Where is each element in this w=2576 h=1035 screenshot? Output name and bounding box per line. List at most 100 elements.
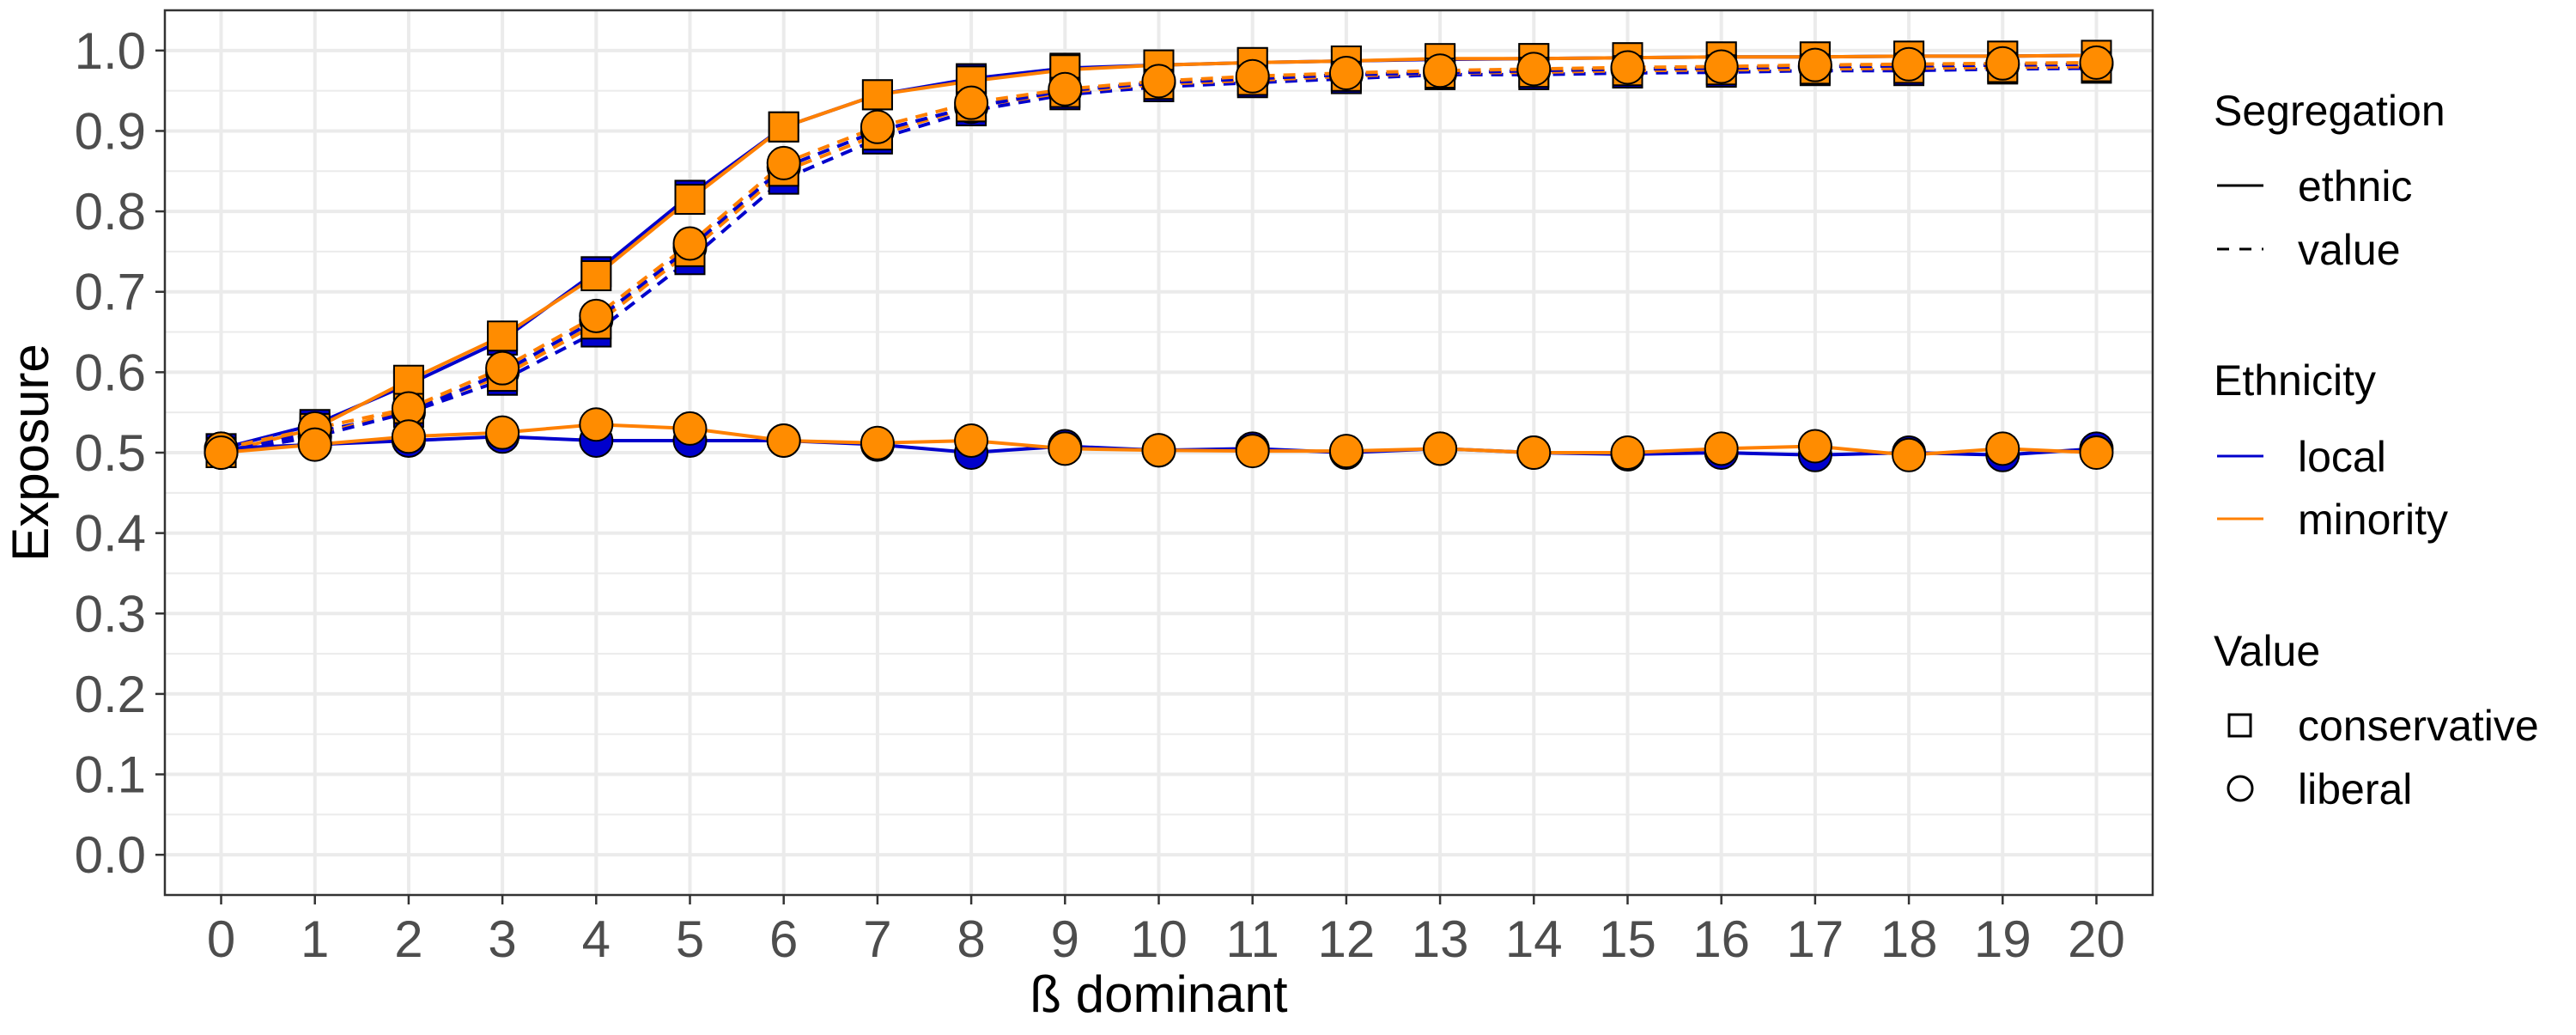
data-point-ethnic-minority-liberal <box>1704 431 1739 466</box>
data-point-ethnic-minority-conservative <box>392 364 424 396</box>
data-point-ethnic-minority-liberal <box>297 427 332 462</box>
legend-label-local: local <box>2298 433 2386 481</box>
y-tick-label: 0.9 <box>75 102 146 160</box>
x-tick-label: 4 <box>582 910 611 968</box>
axis-layer: 0.00.10.20.30.40.50.60.70.80.91.00 1 2 3 4 5 6… <box>75 22 2125 968</box>
legend-value: Value conservative liberal <box>2214 627 2539 813</box>
data-point-value-minority-liberal <box>579 298 614 333</box>
data-point-ethnic-minority-liberal <box>766 423 801 458</box>
data-point-ethnic-minority-liberal <box>1985 431 2020 466</box>
x-tick-label: 17 <box>1787 910 1844 968</box>
data-point-ethnic-minority-liberal <box>1328 434 1364 469</box>
data-point-ethnic-minority-liberal <box>204 435 239 470</box>
legend: Segregation ethnic value Ethnicity local… <box>2214 87 2539 813</box>
y-tick-label: 0.2 <box>75 666 146 723</box>
data-point-value-minority-liberal <box>1797 47 1832 82</box>
x-tick-label: 9 <box>1051 910 1079 968</box>
y-tick-label: 0.3 <box>75 585 146 642</box>
data-point-ethnic-minority-conservative <box>580 260 612 291</box>
data-point-value-minority-liberal <box>1985 46 2020 81</box>
x-tick-label: 8 <box>957 910 985 968</box>
series-line-value-minority-liberal <box>221 60 2097 451</box>
data-point-ethnic-minority-liberal <box>1797 429 1832 464</box>
data-point-value-minority-liberal <box>1141 64 1176 99</box>
data-point-value-minority-liberal <box>1892 46 1927 82</box>
data-point-value-minority-liberal <box>1610 50 1645 85</box>
y-tick-label: 0.8 <box>75 183 146 240</box>
series-layer <box>221 53 2097 457</box>
data-point-ethnic-minority-liberal <box>391 419 426 454</box>
grid-layer <box>165 10 2153 895</box>
data-point-ethnic-minority-liberal <box>1610 435 1645 470</box>
data-point-value-minority-liberal <box>672 226 708 261</box>
x-tick-label: 5 <box>676 910 704 968</box>
x-tick-label: 10 <box>1130 910 1188 968</box>
legend-value-title: Value <box>2214 627 2320 675</box>
x-tick-label: 3 <box>488 910 516 968</box>
legend-ethnicity: Ethnicity local minority <box>2214 356 2448 544</box>
x-tick-label: 16 <box>1692 910 1750 968</box>
data-point-ethnic-minority-liberal <box>954 423 989 458</box>
x-tick-label: 19 <box>1974 910 2032 968</box>
legend-segregation: Segregation ethnic value <box>2214 87 2445 274</box>
data-point-value-minority-liberal <box>2079 45 2114 80</box>
data-point-ethnic-minority-liberal <box>1141 433 1176 468</box>
legend-key-square-icon <box>2227 713 2252 738</box>
legend-label-liberal: liberal <box>2298 765 2412 813</box>
data-point-ethnic-minority-liberal <box>485 415 520 450</box>
data-point-ethnic-minority-liberal <box>672 411 708 446</box>
x-tick-label: 11 <box>1226 910 1279 968</box>
data-point-value-minority-liberal <box>954 85 989 120</box>
data-point-value-minority-liberal <box>766 145 801 180</box>
x-tick-label: 6 <box>769 910 798 968</box>
data-point-value-minority-liberal <box>1423 53 1458 88</box>
y-tick-label: 0.1 <box>75 746 146 804</box>
legend-ethnicity-title: Ethnicity <box>2214 356 2376 405</box>
data-point-ethnic-minority-liberal <box>1235 434 1270 469</box>
y-tick-label: 0.4 <box>75 505 146 563</box>
y-tick-label: 1.0 <box>75 22 146 80</box>
data-point-ethnic-minority-liberal <box>2079 435 2114 470</box>
x-tick-label: 0 <box>207 910 235 968</box>
x-tick-label: 12 <box>1318 910 1376 968</box>
data-point-ethnic-minority-conservative <box>768 111 799 143</box>
x-tick-label: 13 <box>1412 910 1469 968</box>
data-point-ethnic-minority-conservative <box>861 79 893 111</box>
x-tick-label: 2 <box>394 910 422 968</box>
data-point-value-minority-liberal <box>1516 52 1552 87</box>
data-point-ethnic-minority-liberal <box>860 425 895 460</box>
x-tick-label: 18 <box>1880 910 1938 968</box>
y-tick-label: 0.0 <box>75 826 146 884</box>
legend-key-circle-icon <box>2227 775 2254 802</box>
x-axis-title: ß dominant <box>1030 965 1287 1023</box>
legend-label-value: value <box>2298 226 2401 274</box>
data-point-ethnic-minority-liberal <box>579 407 614 442</box>
data-point-ethnic-minority-conservative <box>487 320 519 352</box>
legend-segregation-title: Segregation <box>2214 87 2445 135</box>
data-point-ethnic-minority-liberal <box>1423 431 1458 466</box>
data-point-value-minority-liberal <box>1328 56 1364 91</box>
data-point-ethnic-minority-liberal <box>1516 435 1552 470</box>
data-point-value-minority-liberal <box>860 109 895 144</box>
data-point-ethnic-minority-liberal <box>1048 431 1083 466</box>
y-tick-label: 0.7 <box>75 264 146 321</box>
legend-label-conservative: conservative <box>2298 702 2539 750</box>
x-tick-label: 15 <box>1599 910 1656 968</box>
x-tick-label: 1 <box>301 910 329 968</box>
series-line-value-minority-conservative <box>221 64 2097 454</box>
data-point-ethnic-minority-liberal <box>1892 437 1927 472</box>
data-point-value-minority-liberal <box>1704 49 1739 84</box>
x-tick-label: 7 <box>863 910 891 968</box>
legend-label-minority: minority <box>2298 496 2448 544</box>
data-point-value-minority-liberal <box>1048 71 1083 107</box>
y-tick-label: 0.5 <box>75 424 146 482</box>
x-tick-label: 14 <box>1505 910 1563 968</box>
y-tick-label: 0.6 <box>75 344 146 401</box>
data-point-value-minority-liberal <box>1235 58 1270 94</box>
data-point-value-minority-liberal <box>485 350 520 386</box>
series-line-value-local-conservative <box>221 66 2097 454</box>
marker-layer <box>204 40 2114 472</box>
